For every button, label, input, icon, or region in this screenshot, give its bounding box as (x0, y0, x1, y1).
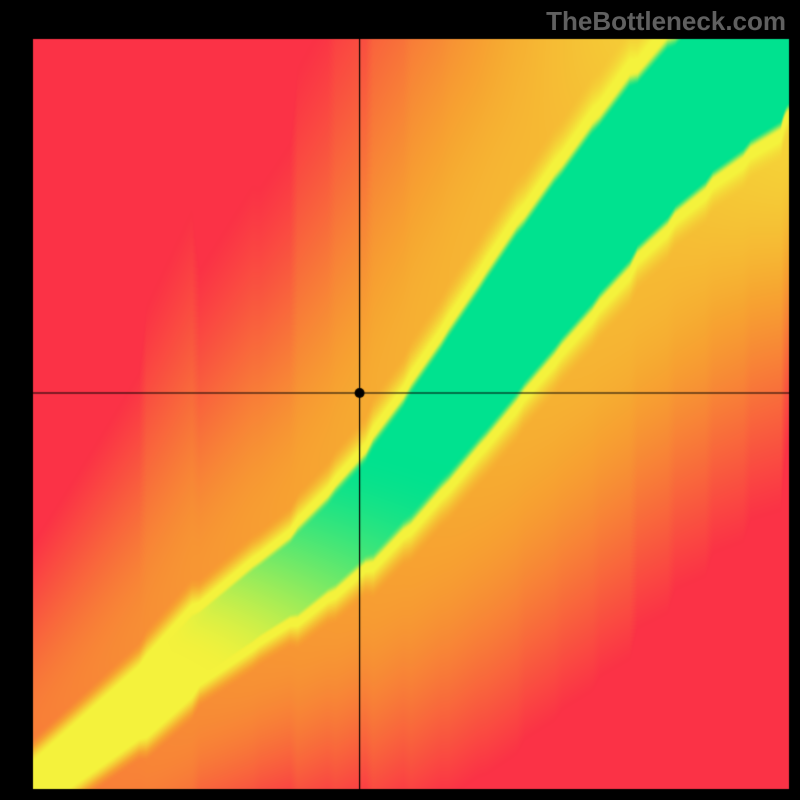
bottleneck-heatmap (0, 0, 800, 800)
watermark-text: TheBottleneck.com (546, 6, 786, 37)
